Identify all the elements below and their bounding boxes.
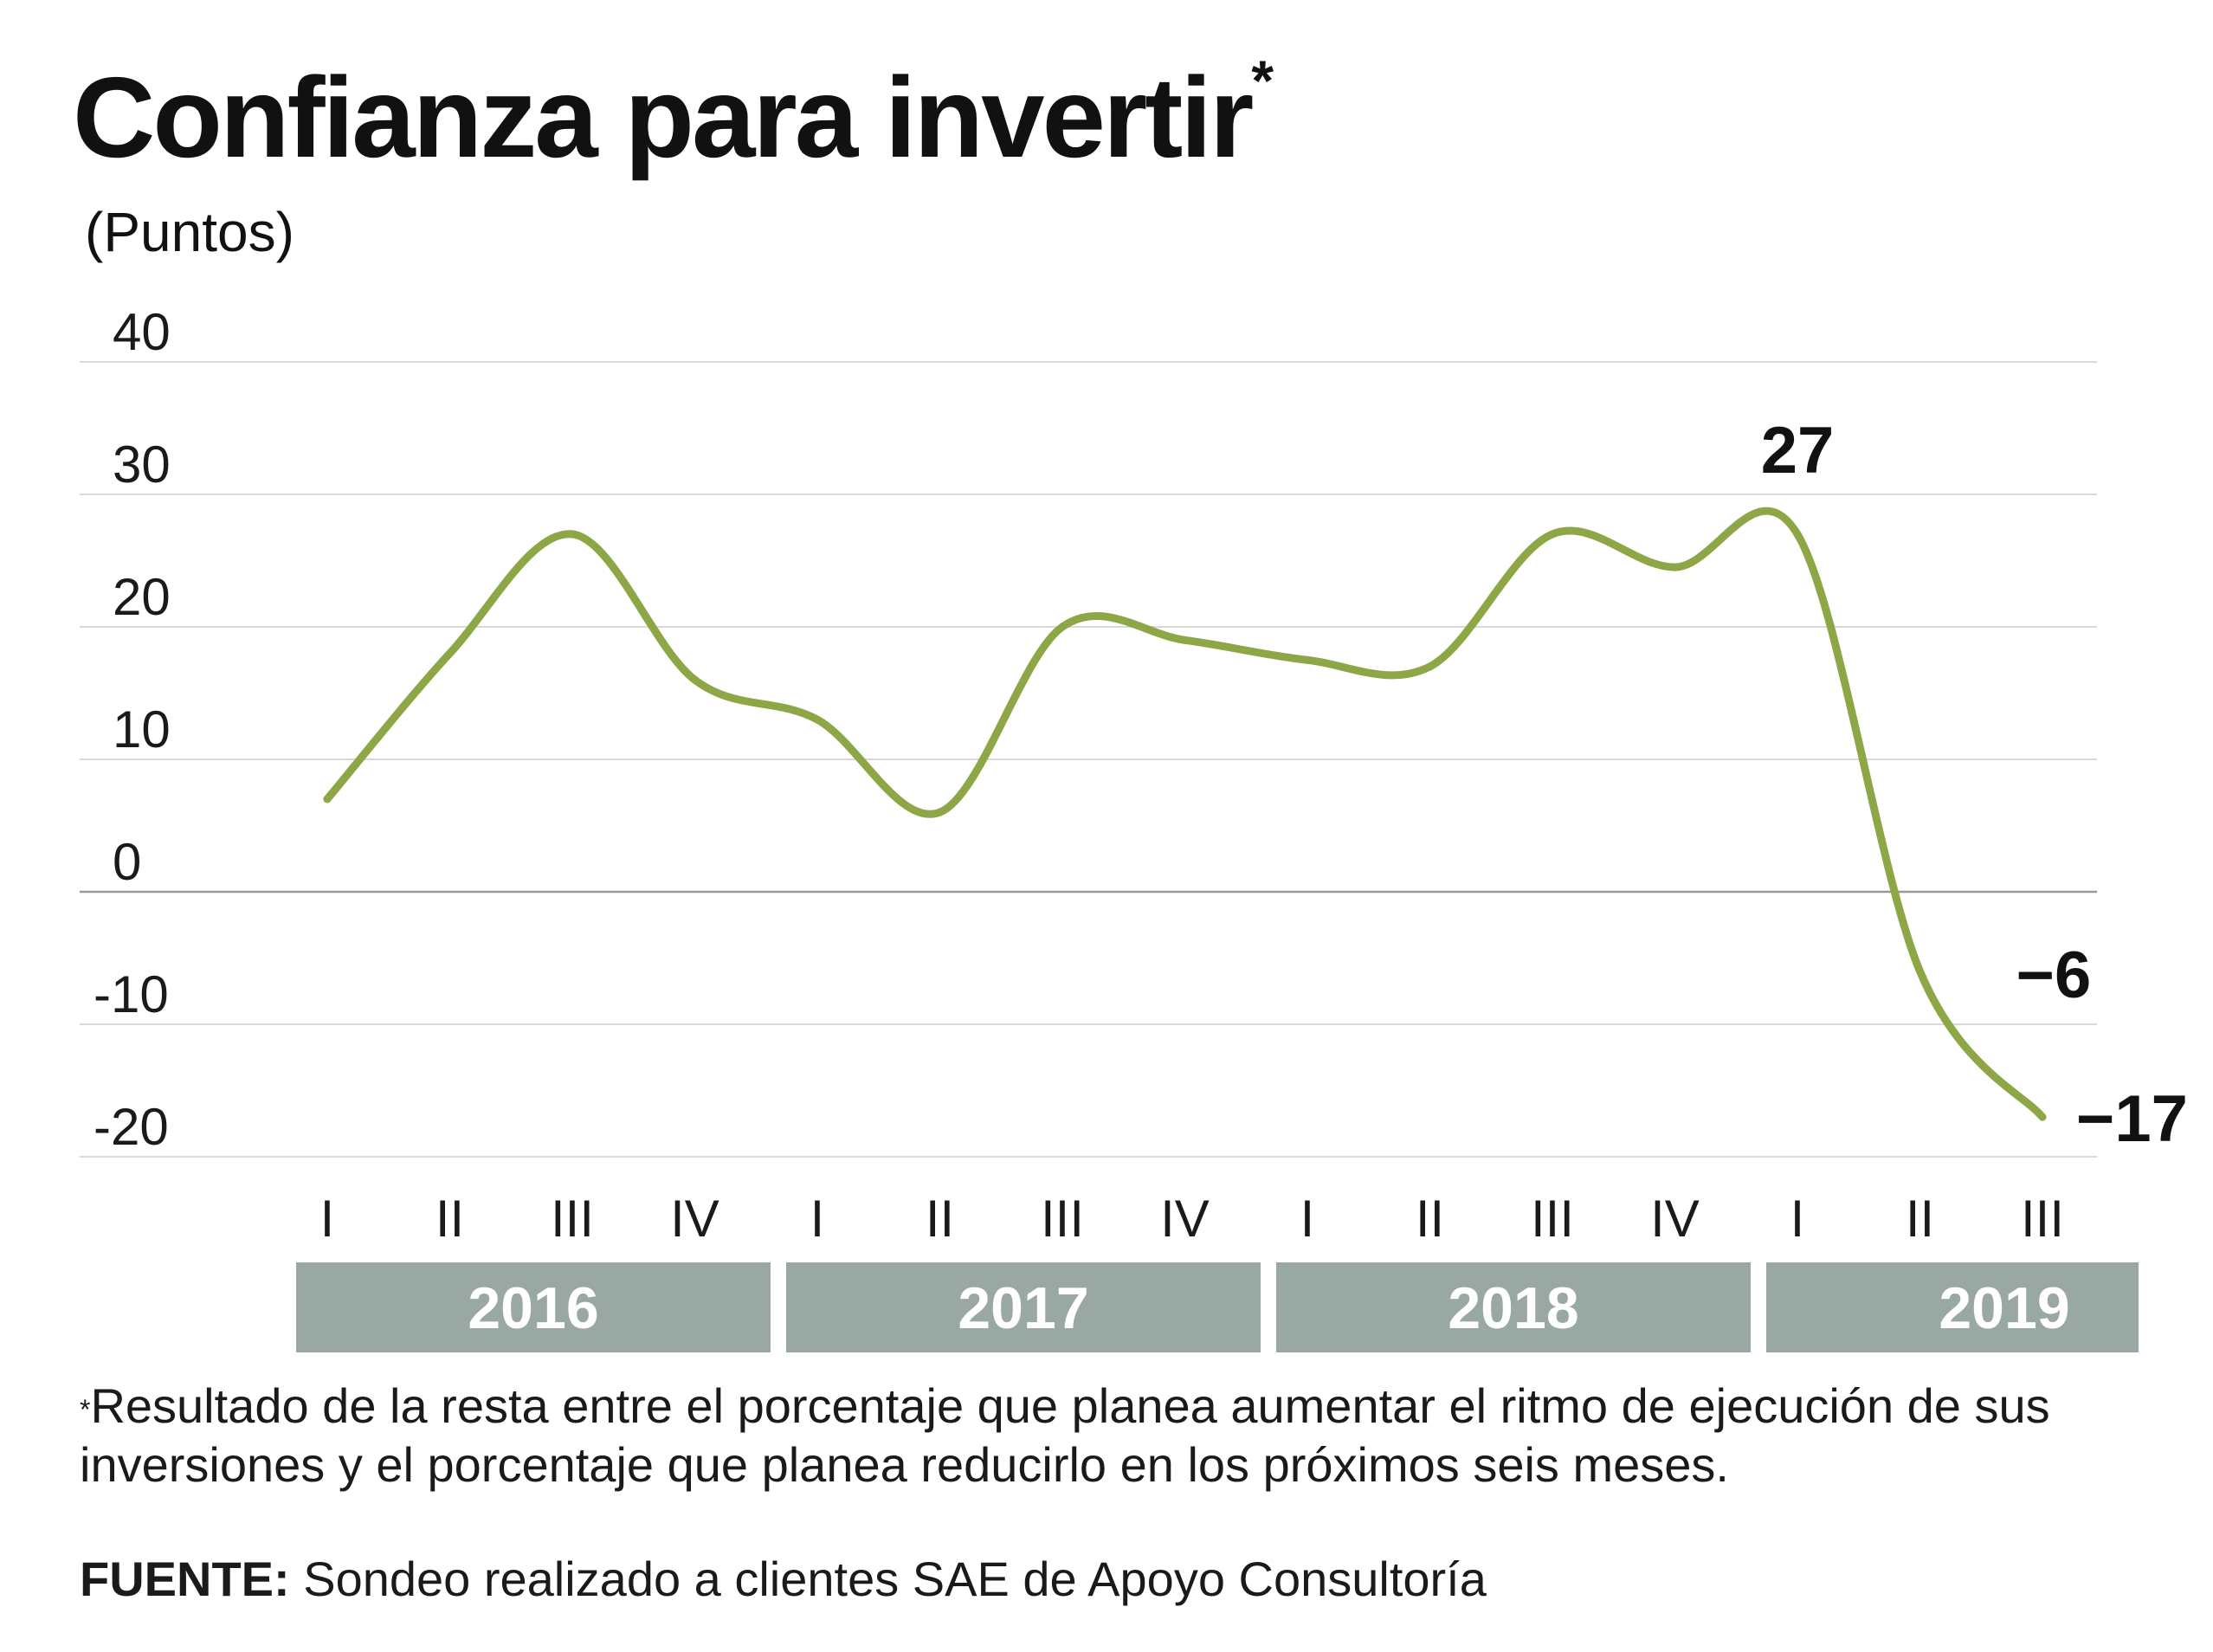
data-label: −17: [2076, 1082, 2188, 1156]
data-point: [568, 530, 577, 539]
y-tick-label: 10: [113, 700, 171, 758]
data-point: [1671, 563, 1679, 571]
source-line: FUENTE: Sondeo realizado a clientes SAE …: [80, 1555, 1487, 1604]
y-tick-label: 30: [113, 436, 171, 494]
data-point: [813, 715, 822, 724]
data-point: [936, 808, 944, 816]
footnote-text: Resultado de la resta entre el porcentaj…: [80, 1378, 2050, 1492]
data-point: [323, 795, 332, 803]
source-label: FUENTE:: [80, 1552, 290, 1606]
data-point: [1181, 636, 1189, 644]
year-band: [1276, 1262, 1751, 1352]
y-tick-label: 20: [113, 568, 171, 626]
year-label: 2016: [468, 1275, 598, 1341]
footnote: *Resultado de la resta entre el porcenta…: [80, 1377, 2184, 1494]
y-axis-ticks: 40 30 20 10 0 -10 -20: [94, 303, 171, 1156]
data-points: [323, 530, 2047, 1121]
x-tick-label: III: [551, 1190, 594, 1248]
x-tick-label: II: [926, 1190, 954, 1248]
x-tick-label: II: [1906, 1190, 1934, 1248]
footnote-marker: *: [80, 1394, 91, 1425]
data-label: 27: [1761, 414, 1835, 487]
x-tick-label: III: [2021, 1190, 2064, 1248]
x-tick-label: I: [810, 1190, 825, 1248]
x-tick-label: III: [1041, 1190, 1084, 1248]
x-axis-quarter-ticks: I II III IV I II III IV I II III IV I II III: [320, 1190, 2064, 1248]
x-tick-label: II: [1416, 1190, 1444, 1248]
x-tick-label: IV: [1160, 1190, 1210, 1248]
year-band: [296, 1262, 771, 1352]
x-tick-label: II: [436, 1190, 464, 1248]
data-point: [1548, 530, 1557, 539]
data-point: [1058, 623, 1067, 631]
chart-unit: (Puntos): [85, 201, 294, 263]
data-point: [1426, 662, 1434, 671]
y-tick-label: 40: [113, 303, 171, 361]
x-tick-label: IV: [1650, 1190, 1700, 1248]
data-label: −6: [2016, 939, 2092, 1012]
y-tick-label: 0: [113, 833, 141, 891]
chart-title-text: Confianza para invertir: [73, 54, 1254, 181]
data-point: [1303, 655, 1312, 664]
chart-title: Confianza para invertir*: [73, 52, 1274, 175]
series-line-path: [323, 507, 2047, 1121]
data-point: [446, 649, 454, 658]
data-labels: 27 −6 −17: [1761, 414, 2188, 1156]
x-tick-label: I: [1790, 1190, 1805, 1248]
data-point: [2038, 1113, 2047, 1121]
data-point: [1793, 530, 1802, 539]
y-tick-label: -10: [94, 965, 169, 1023]
data-point: [691, 675, 699, 684]
series-line: [323, 507, 2047, 1121]
year-label: 2018: [1448, 1275, 1578, 1341]
year-label: 2017: [958, 1275, 1088, 1341]
year-label: 2019: [1939, 1275, 2069, 1341]
x-tick-label: IV: [670, 1190, 719, 1248]
source-text: Sondeo realizado a clientes SAE de Apoyo…: [303, 1552, 1487, 1606]
data-point: [1916, 967, 1924, 976]
y-tick-label: -20: [94, 1098, 169, 1156]
x-axis-year-bands: 2016 2017 2018 2019: [296, 1262, 2139, 1352]
year-band: [786, 1262, 1261, 1352]
x-tick-label: I: [1300, 1190, 1315, 1248]
title-footnote-marker: *: [1251, 48, 1274, 113]
gridlines: [80, 361, 2097, 1158]
year-band: [1766, 1262, 2139, 1352]
x-tick-label: I: [320, 1190, 335, 1248]
x-tick-label: III: [1531, 1190, 1574, 1248]
